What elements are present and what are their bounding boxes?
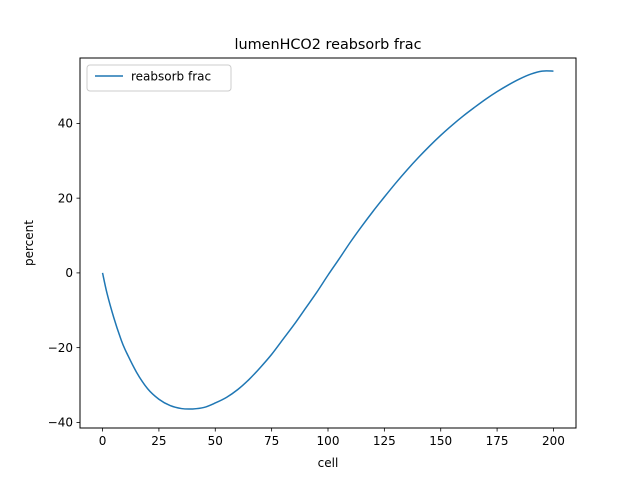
plot-frame [79,57,577,429]
legend-entry-label: reabsorb frac [131,70,211,84]
legend: reabsorb frac [86,64,232,92]
series-lines [101,70,554,410]
x-tick-label: 50 [208,434,223,448]
chart-title: lumenHCO2 reabsorb frac [234,37,421,53]
y-tick-label: −40 [48,416,73,430]
series-line [101,70,554,410]
x-tick-label: 25 [151,434,166,448]
y-tick-label: 20 [58,191,73,205]
x-tick-label: 100 [317,434,340,448]
y-axis-label: percent [22,220,36,266]
x-tick-label: 175 [486,434,509,448]
x-tick-label: 200 [542,434,565,448]
y-tick-label: −20 [48,341,73,355]
x-tick-label: 125 [373,434,396,448]
x-tick-label: 150 [429,434,452,448]
x-tick-label: 75 [264,434,279,448]
x-axis-ticks: 0 25 50 75 100 125 150 175 200 [99,428,565,448]
y-axis-ticks: −40 −20 0 20 40 [48,117,80,430]
x-tick-label: 0 [99,434,107,448]
y-tick-label: 40 [58,117,73,131]
plot-area [80,58,576,428]
legend-box [86,64,232,92]
x-axis-label: cell [318,456,339,470]
y-tick-label: 0 [65,266,73,280]
